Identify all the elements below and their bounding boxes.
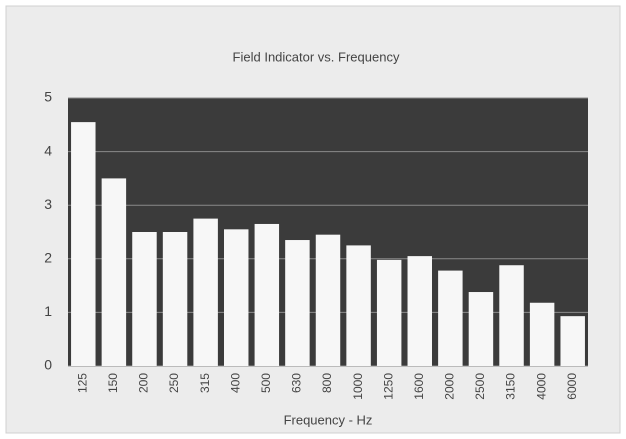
bar (254, 223, 280, 366)
x-tick-label: 1250 (381, 373, 395, 400)
bar (529, 302, 555, 366)
x-tick-label: 315 (198, 373, 212, 393)
bar (468, 292, 494, 366)
x-tick-label: 4000 (534, 373, 548, 400)
x-tick-label: 150 (106, 373, 120, 393)
bar (315, 234, 341, 366)
x-tick-label: 400 (228, 373, 242, 393)
bar (162, 232, 188, 366)
bar (438, 270, 463, 366)
x-tick-label: 1600 (412, 373, 426, 400)
bar (224, 229, 249, 366)
x-tick-label: 125 (75, 373, 89, 393)
bar (101, 178, 127, 366)
bar (376, 259, 402, 366)
y-tick-label: 4 (44, 142, 52, 158)
x-tick-label: 500 (259, 373, 273, 393)
x-axis-label: Frequency - Hz (284, 412, 373, 427)
y-tick-label: 3 (44, 196, 52, 212)
x-tick-label: 250 (167, 373, 181, 393)
bar (560, 316, 585, 366)
y-tick-label: 1 (44, 303, 52, 319)
bar (285, 240, 310, 366)
y-tick-label: 0 (44, 357, 52, 373)
x-tick-label: 3150 (504, 373, 518, 400)
chart-title: Field Indicator vs. Frequency (233, 49, 400, 64)
x-tick-label: 2000 (443, 373, 457, 400)
bar (407, 256, 432, 366)
y-tick-label: 5 (44, 89, 52, 105)
x-tick-label: 2500 (473, 373, 487, 400)
x-tick-label: 800 (320, 373, 334, 393)
x-tick-label: 200 (137, 373, 151, 393)
bar (499, 265, 524, 366)
bar (71, 122, 96, 367)
x-tick-label: 6000 (565, 373, 579, 400)
bar (193, 218, 218, 366)
bar (132, 232, 157, 366)
y-tick-label: 2 (44, 250, 52, 266)
x-tick-label: 1000 (351, 373, 365, 400)
x-tick-label: 630 (290, 373, 304, 393)
bar (346, 245, 371, 366)
